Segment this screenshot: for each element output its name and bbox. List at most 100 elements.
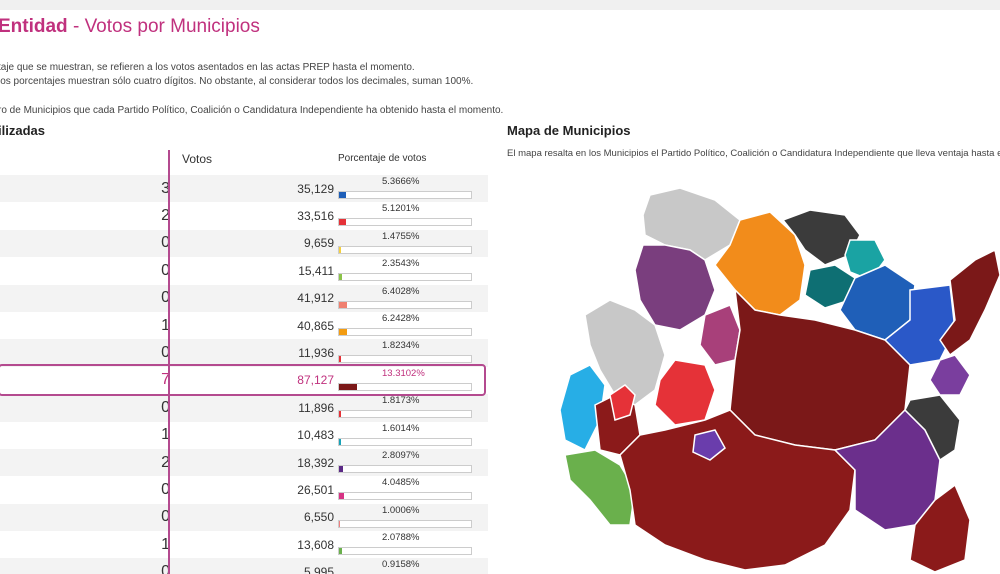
map-description: El mapa resalta en los Municipios el Par…	[507, 148, 1000, 159]
table-row[interactable]: 1 10,483 1.6014%	[0, 422, 488, 449]
percentage-bar-track	[338, 492, 472, 501]
votes-value: 35,129	[170, 175, 334, 203]
map-region-southeast-maroon[interactable]	[909, 483, 971, 573]
votes-value: 6,550	[170, 503, 334, 532]
municipios-count: 2	[161, 207, 170, 225]
table-row[interactable]: 0 11,936 1.8234%	[0, 339, 488, 367]
map-region-east-purple[interactable]	[929, 354, 971, 396]
table-row[interactable]: 0 6,550 1.0006%	[0, 503, 488, 532]
table-title: ilizadas	[0, 123, 45, 138]
percentage-bar-fill	[339, 465, 343, 472]
votes-column-header: Votos	[182, 152, 213, 166]
percentage-column-header: Porcentaje de votos	[338, 153, 427, 164]
table-row[interactable]: 1 13,608 2.0788%	[0, 531, 488, 558]
percentage-label: 1.6014%	[382, 422, 420, 434]
map-region-red-center[interactable]	[654, 359, 716, 426]
municipios-count: 0	[161, 261, 170, 279]
title-main: Entidad	[0, 16, 68, 37]
percentage-label: 5.3666%	[382, 176, 420, 187]
note-percentage: taje que se muestran, se refieren a los …	[0, 62, 415, 73]
municipios-count: 0	[0, 503, 170, 532]
percentage-bar-track	[338, 410, 472, 419]
percentage-cell: 2.8097%	[334, 448, 488, 477]
percentage-cell: 6.2428%	[334, 312, 488, 339]
votes-value: 5,995	[170, 558, 334, 574]
table-row[interactable]: 2 18,392 2.8097%	[0, 448, 488, 477]
percentage-bar-fill	[339, 411, 342, 418]
column-divider	[168, 150, 170, 574]
map-region-small-purple[interactable]	[692, 429, 726, 461]
votes-value: 40,865	[297, 318, 334, 333]
votes-value: 15,411	[298, 263, 334, 278]
map-region-south-maroon[interactable]	[619, 409, 856, 571]
municipios-count: 1	[161, 316, 170, 334]
table-row[interactable]: 0 26,501 4.0485%	[0, 476, 488, 503]
percentage-bar-track	[338, 519, 472, 528]
percentage-label: 1.4755%	[382, 230, 420, 242]
note-decimals: los porcentajes muestran sólo cuatro díg…	[0, 76, 474, 87]
percentage-bar-fill	[339, 356, 342, 363]
percentage-bar-track	[338, 300, 472, 309]
percentage-bar-track	[338, 355, 472, 364]
municipios-count: 2	[0, 448, 170, 477]
table-row[interactable]: 3 35,129 5.3666%	[0, 175, 488, 203]
table-row[interactable]: 7 87,127 13.3102%	[0, 367, 488, 394]
table-row[interactable]: 0 11,896 1.8173%	[0, 394, 488, 422]
municipios-count: 0	[0, 558, 170, 574]
municipios-count: 0	[161, 480, 170, 498]
percentage-bar-fill	[339, 383, 357, 390]
percentage-bar-fill	[339, 192, 347, 198]
municipios-count: 1	[161, 426, 170, 444]
percentage-cell: 0.9158%	[334, 558, 488, 574]
percentage-label: 2.8097%	[382, 449, 420, 461]
votes-value: 11,936	[170, 339, 334, 367]
percentage-cell: 1.8173%	[334, 394, 488, 422]
percentage-bar-fill	[339, 520, 341, 527]
map-region-east-dark[interactable]	[904, 394, 961, 462]
municipios-map[interactable]	[555, 180, 1000, 574]
table-row[interactable]: 2 33,516 5.1201%	[0, 202, 488, 229]
percentage-bar-track	[338, 327, 472, 336]
percentage-bar-track	[338, 218, 472, 227]
percentage-label: 1.8234%	[382, 340, 420, 352]
percentage-cell: 2.3543%	[334, 257, 488, 284]
map-title: Mapa de Municipios	[507, 123, 631, 138]
municipios-count: 0	[0, 394, 170, 422]
votes-value: 11,896	[170, 394, 334, 422]
percentage-label: 6.2428%	[382, 312, 420, 324]
table-row[interactable]: 0 41,912 6.4028%	[0, 284, 488, 312]
title-separator: -	[67, 16, 85, 37]
page-title: Entidad - Votos por Municipios	[0, 16, 260, 38]
percentage-bar-track	[338, 245, 472, 254]
votes-value: 13,608	[297, 537, 334, 552]
note-municipios: ro de Municipios que cada Partido Políti…	[0, 105, 504, 116]
map-region-green[interactable]	[564, 449, 636, 526]
percentage-bar-track	[338, 464, 472, 473]
map-region-west-gray[interactable]	[584, 299, 666, 406]
municipios-count: 0	[0, 339, 170, 367]
votes-value: 9,659	[170, 229, 334, 258]
map-region-east-arm[interactable]	[939, 248, 1000, 357]
percentage-bar-fill	[339, 493, 345, 500]
map-region-magenta[interactable]	[699, 304, 741, 366]
map-region-red-west[interactable]	[609, 384, 636, 421]
table-row[interactable]: 0 5,995 0.9158%	[0, 558, 488, 574]
percentage-bar-fill	[339, 438, 342, 445]
municipios-count: 0	[0, 229, 170, 258]
percentage-bar-track	[338, 191, 472, 199]
percentage-cell: 1.4755%	[334, 229, 488, 258]
percentage-cell: 1.6014%	[334, 422, 488, 449]
municipios-count: 7	[161, 371, 170, 389]
percentage-label: 0.9158%	[382, 559, 420, 571]
percentage-label: 4.0485%	[382, 477, 420, 489]
percentage-bar-track	[338, 547, 472, 556]
percentage-cell: 5.1201%	[334, 202, 488, 229]
percentage-cell: 4.0485%	[334, 476, 488, 503]
percentage-bar-fill	[339, 301, 348, 308]
table-row[interactable]: 0 9,659 1.4755%	[0, 229, 488, 258]
results-table: 3 35,129 5.3666% 2 33,516 5.1201% 0 9,659 1.4755…	[0, 175, 488, 574]
table-row[interactable]: 1 40,865 6.2428%	[0, 312, 488, 339]
map-region-light-blue[interactable]	[559, 364, 606, 452]
percentage-bar-fill	[339, 219, 346, 226]
table-row[interactable]: 0 15,411 2.3543%	[0, 257, 488, 284]
